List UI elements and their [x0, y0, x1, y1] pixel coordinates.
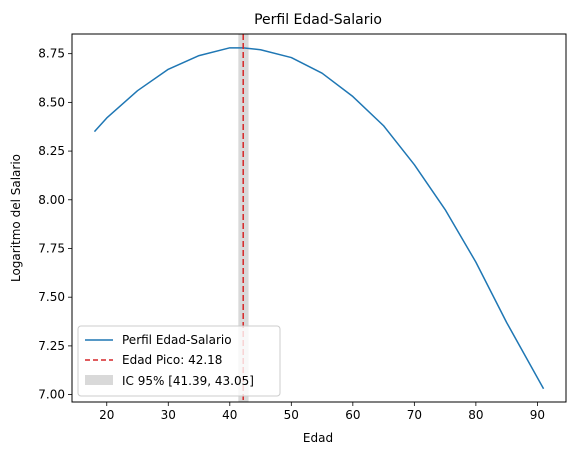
- x-tick-label: 70: [407, 408, 422, 422]
- legend-band-label: IC 95% [41.39, 43.05]: [122, 374, 254, 388]
- y-tick-label: 7.00: [38, 388, 65, 402]
- x-tick-label: 30: [161, 408, 176, 422]
- y-tick-label: 7.50: [38, 290, 65, 304]
- legend-box: [77, 325, 281, 397]
- y-axis: 7.00 7.25 7.50 7.75 8.00 8.25 8.50 8.75: [38, 47, 72, 402]
- x-tick-label: 60: [345, 408, 360, 422]
- x-axis: 20 30 40 50 60 70 80 90: [99, 402, 545, 422]
- x-tick-label: 90: [530, 408, 545, 422]
- y-tick-label: 7.75: [38, 241, 65, 255]
- legend-band-swatch: [85, 375, 113, 385]
- y-axis-label: Logaritmo del Salario: [9, 154, 23, 282]
- y-tick-label: 8.75: [38, 47, 65, 61]
- chart-title: Perfil Edad-Salario: [254, 12, 382, 28]
- x-axis-label: Edad: [303, 431, 333, 445]
- x-tick-label: 20: [99, 408, 114, 422]
- legend-series-label: Perfil Edad-Salario: [122, 333, 232, 347]
- series-line-0: [93, 47, 545, 390]
- plot-frame: [71, 33, 567, 403]
- y-tick-label: 8.50: [38, 95, 65, 109]
- legend: Perfil Edad-Salario Edad Pico: 42.18 IC …: [77, 325, 281, 397]
- x-tick-label: 80: [468, 408, 483, 422]
- x-tick-label: 40: [222, 408, 237, 422]
- y-tick-label: 8.25: [38, 144, 65, 158]
- series-layer: [93, 47, 545, 390]
- legend-peak-label: Edad Pico: 42.18: [122, 353, 222, 367]
- y-tick-label: 7.25: [38, 339, 65, 353]
- y-tick-label: 8.00: [38, 193, 65, 207]
- x-tick-label: 50: [284, 408, 299, 422]
